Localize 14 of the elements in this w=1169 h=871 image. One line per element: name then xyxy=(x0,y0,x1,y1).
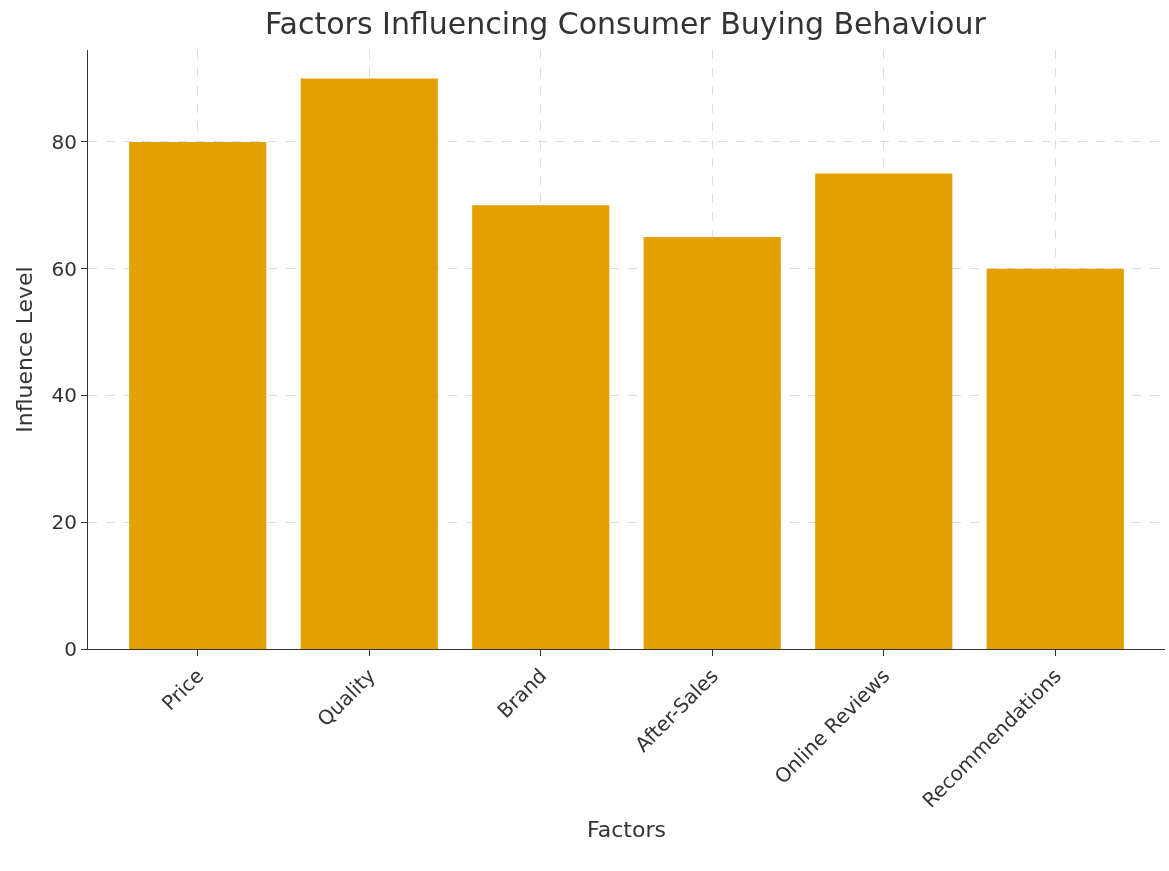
bar xyxy=(815,173,953,649)
chart-title: Factors Influencing Consumer Buying Behaviour xyxy=(265,6,987,42)
bar xyxy=(986,268,1124,649)
y-tick-label: 40 xyxy=(51,383,77,408)
y-tick-label: 20 xyxy=(51,510,77,535)
bar xyxy=(300,78,438,649)
y-axis-title: Influence Level xyxy=(12,266,38,433)
x-axis-title: Factors xyxy=(587,817,666,843)
bar xyxy=(129,141,267,649)
y-tick-label: 80 xyxy=(51,129,77,154)
bar xyxy=(472,205,610,649)
y-tick-label: 0 xyxy=(64,637,77,661)
y-tick-label: 60 xyxy=(51,256,77,281)
bar xyxy=(643,236,781,649)
